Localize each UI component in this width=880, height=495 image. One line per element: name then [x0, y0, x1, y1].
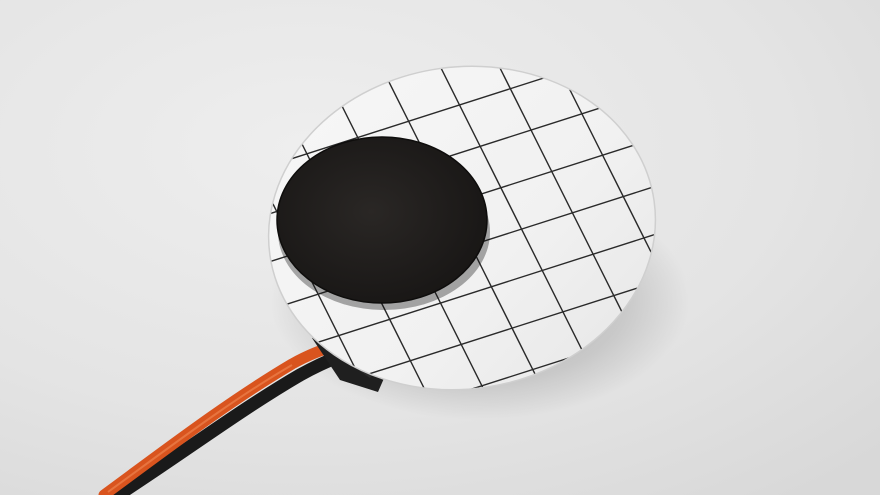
disc-edge [267, 65, 657, 391]
cable-black-wire [111, 349, 347, 495]
cable-highlight [107, 364, 293, 493]
cable [98, 340, 347, 495]
black-disc-top [277, 137, 487, 303]
black-sensor-disc [276, 136, 490, 310]
